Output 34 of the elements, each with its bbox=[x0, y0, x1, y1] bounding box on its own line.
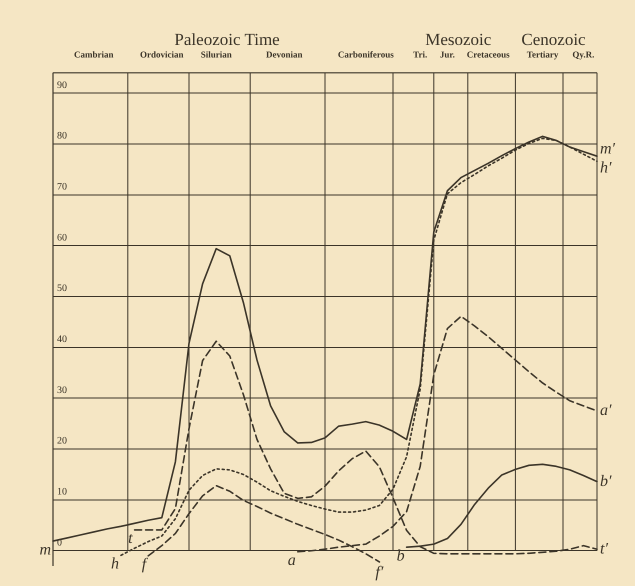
text: Cenozoic bbox=[521, 30, 586, 49]
x-tick-label: Tertiary bbox=[526, 50, 559, 60]
x-tick-label: Qy.R. bbox=[572, 50, 594, 60]
series-label: t bbox=[128, 530, 134, 548]
text: m′ bbox=[600, 140, 616, 158]
series-label: f bbox=[142, 556, 149, 574]
series-label: h bbox=[111, 556, 119, 573]
y-tick-label: 40 bbox=[57, 334, 67, 345]
x-tick-label: Silurian bbox=[200, 50, 232, 60]
series-label: a bbox=[288, 552, 296, 569]
x-tick-label: Cretaceous bbox=[466, 50, 510, 60]
y-tick-label: 30 bbox=[57, 384, 67, 396]
x-tick-label: Carboniferous bbox=[338, 50, 394, 60]
y-tick-label: 80 bbox=[57, 130, 67, 142]
text: a′ bbox=[600, 402, 612, 420]
series-label: m bbox=[39, 541, 51, 558]
text: t′ bbox=[600, 540, 608, 558]
x-tick-label: Tri. bbox=[413, 50, 428, 60]
y-tick-label: 60 bbox=[57, 232, 67, 244]
text: Mesozoic bbox=[425, 30, 492, 49]
x-tick-label: Jur. bbox=[440, 50, 455, 60]
y-tick-label: 10 bbox=[57, 486, 67, 498]
x-tick-label: Devonian bbox=[266, 50, 302, 60]
text: Paleozoic Time bbox=[174, 30, 280, 49]
text: b′ bbox=[600, 472, 612, 490]
x-tick-label: Cambrian bbox=[74, 50, 114, 60]
y-tick-label: 50 bbox=[57, 283, 67, 294]
series-label: b bbox=[396, 547, 405, 564]
y-tick-label: 90 bbox=[57, 80, 67, 91]
x-tick-label: Ordovician bbox=[140, 50, 184, 60]
y-tick-label: 70 bbox=[57, 181, 67, 192]
text: h′ bbox=[600, 159, 612, 176]
annotation: f′ bbox=[375, 564, 384, 582]
y-tick-label: 20 bbox=[57, 436, 67, 447]
